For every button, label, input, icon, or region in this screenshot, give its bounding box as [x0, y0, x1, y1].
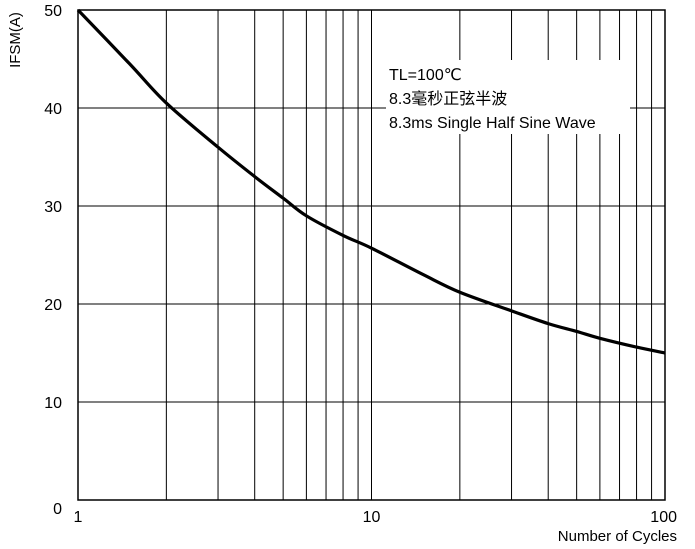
y-tick-label: 0 — [53, 501, 62, 518]
y-tick-label: 50 — [44, 3, 62, 20]
series-line — [76, 8, 666, 355]
plot-frame — [77, 9, 666, 501]
y-tick-labels: 0 10 20 30 40 50 — [44, 3, 62, 518]
annotation-waveform-cn: 8.3毫秒正弦半波 — [389, 89, 507, 108]
x-tick-label: 1 — [74, 509, 83, 526]
annotation-waveform-en: 8.3ms Single Half Sine Wave — [389, 115, 596, 132]
x-tick-label: 10 — [363, 509, 381, 526]
y-axis-label: IFSM(A) — [7, 12, 24, 68]
y-tick-label: 10 — [44, 395, 62, 412]
annotation-box — [386, 60, 630, 134]
y-tick-label: 20 — [44, 297, 62, 314]
x-axis-label: Number of Cycles — [558, 528, 677, 545]
y-tick-label: 40 — [44, 101, 62, 118]
annotation-temperature: TL=100℃ — [389, 67, 462, 84]
y-tick-label: 30 — [44, 199, 62, 216]
x-tick-label: 100 — [650, 509, 677, 526]
x-tick-labels: 1 10 100 — [74, 509, 678, 526]
